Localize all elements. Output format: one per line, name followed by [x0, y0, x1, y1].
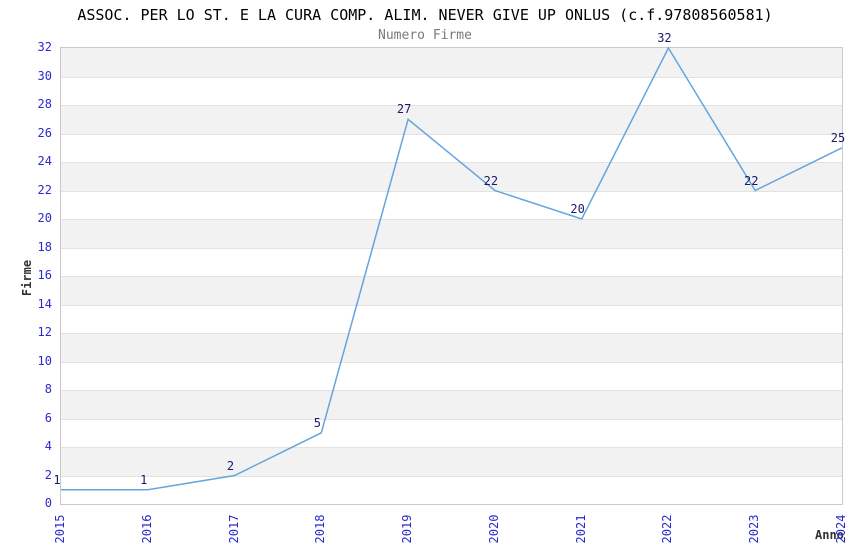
h-gridline [61, 333, 842, 334]
x-tick-label: 2024 [834, 514, 848, 544]
y-band [61, 133, 842, 162]
h-gridline [61, 447, 842, 448]
y-band [61, 48, 842, 77]
data-point-label: 27 [396, 102, 412, 117]
h-gridline [61, 190, 842, 192]
y-tick-label: 8 [44, 382, 52, 396]
plot-area [60, 46, 843, 505]
chart-title: ASSOC. PER LO ST. E LA CURA COMP. ALIM. … [77, 6, 773, 24]
y-tick-label: 14 [37, 296, 52, 311]
x-tick-label: 2022 [660, 514, 675, 544]
data-point-label: 22 [743, 173, 759, 188]
data-point-label: 5 [313, 415, 321, 430]
y-band [61, 333, 842, 362]
h-gridline [61, 247, 842, 249]
h-gridline [61, 276, 842, 277]
y-band [61, 247, 842, 276]
y-band [61, 361, 842, 390]
y-band [61, 304, 842, 333]
y-tick-label: 0 [44, 496, 52, 510]
y-tick-label: 32 [37, 40, 52, 54]
y-band [61, 162, 842, 191]
y-tick-label: 16 [37, 268, 52, 282]
y-tick-label: 4 [44, 439, 52, 453]
y-band [61, 447, 842, 476]
y-tick-label: 30 [37, 68, 52, 83]
x-tick-label: 2020 [486, 514, 501, 544]
chart-subtitle: Numero Firme [378, 28, 472, 43]
x-tick-label: 2016 [139, 514, 154, 544]
data-point-label: 1 [53, 472, 61, 487]
x-tick-label: 2019 [400, 514, 415, 544]
data-point-label: 2 [226, 458, 235, 473]
x-tick-label: 2017 [226, 514, 241, 544]
y-band [61, 190, 842, 219]
h-gridline [61, 304, 842, 306]
y-tick-label: 26 [37, 125, 52, 140]
x-axis-title: Anno [815, 528, 844, 542]
data-point-label: 25 [830, 130, 846, 145]
h-gridline [61, 133, 842, 135]
y-band [61, 418, 842, 447]
h-gridline [61, 162, 842, 163]
h-gridline [61, 475, 842, 477]
y-band [61, 219, 842, 248]
y-tick-label: 10 [37, 353, 52, 368]
y-band [61, 276, 842, 305]
y-tick-label: 12 [37, 325, 52, 339]
y-tick-label: 20 [37, 211, 52, 225]
x-tick-label: 2015 [53, 514, 67, 544]
h-gridline [61, 76, 842, 78]
y-band [61, 390, 842, 419]
y-band [61, 475, 842, 504]
y-tick-label: 2 [44, 467, 52, 482]
x-tick-label: 2023 [747, 514, 762, 544]
data-point-label: 32 [657, 31, 672, 45]
h-gridline [61, 105, 842, 106]
h-gridline [61, 390, 842, 391]
h-gridline [61, 418, 842, 420]
y-band [61, 76, 842, 105]
y-tick-label: 18 [37, 239, 52, 254]
y-tick-label: 24 [37, 154, 52, 168]
y-tick-label: 28 [37, 97, 52, 111]
data-point-label: 20 [570, 202, 585, 216]
y-tick-label: 22 [37, 182, 52, 197]
series-line-svg [61, 46, 843, 491]
h-gridline [61, 361, 842, 363]
x-tick-label: 2018 [313, 514, 328, 544]
y-tick-label: 6 [44, 410, 52, 425]
series-line [61, 46, 843, 491]
data-point-label: 1 [140, 472, 148, 487]
h-gridline [61, 219, 842, 220]
data-point-label: 22 [483, 173, 499, 188]
x-tick-label: 2021 [573, 514, 588, 544]
